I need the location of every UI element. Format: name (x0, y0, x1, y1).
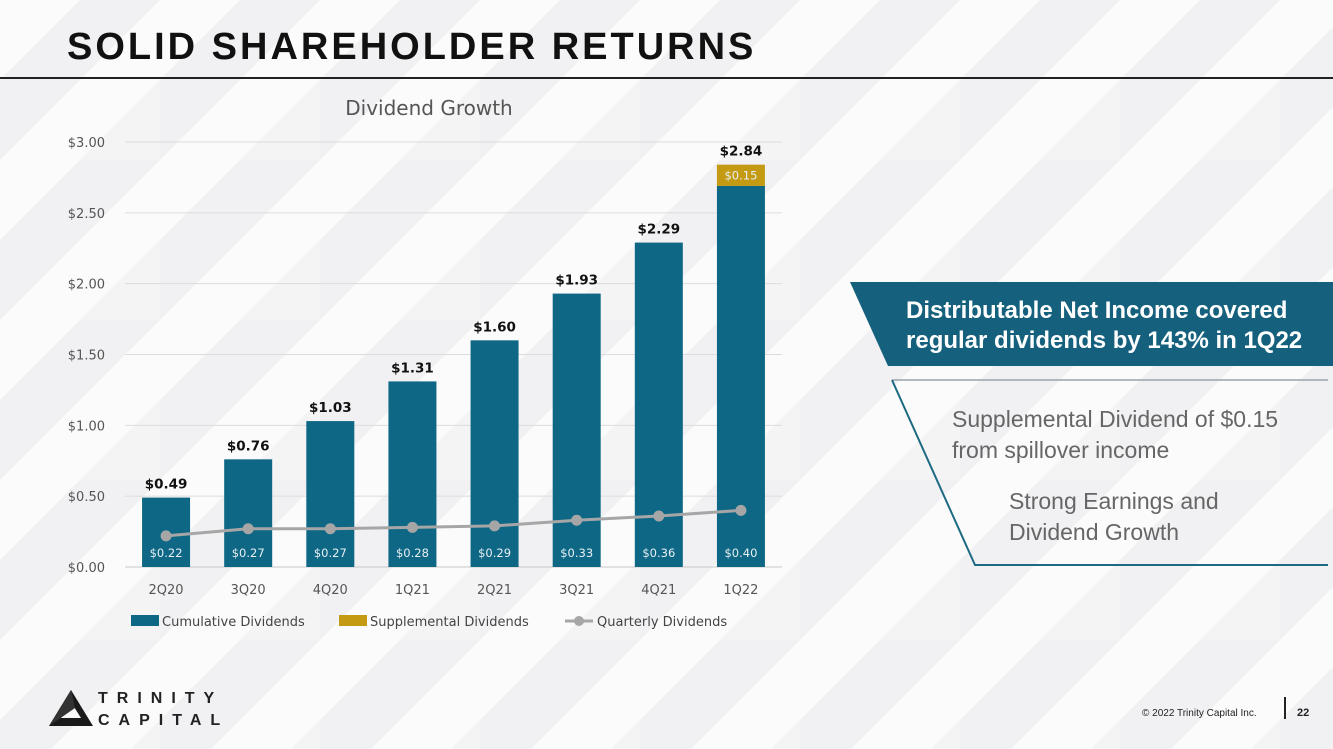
quarterly-point (571, 514, 583, 526)
bar-total-label: $1.31 (391, 360, 434, 376)
quarterly-label: $0.28 (396, 546, 429, 560)
legend-label-cumulative: Cumulative Dividends (162, 615, 305, 630)
logo-line-2: CAPITAL (98, 712, 230, 729)
legend-label-supplemental: Supplemental Dividends (370, 615, 529, 630)
quarterly-label: $0.22 (150, 546, 183, 560)
y-tick-label: $2.50 (68, 207, 105, 222)
bar-total-label: $2.29 (637, 222, 680, 238)
dividend-growth-chart: Dividend Growth $0.00 $0.50 $1.00 $1.50 $2.00… (68, 96, 782, 630)
quarterly-label: $0.33 (560, 546, 593, 560)
quarterly-point (324, 523, 336, 535)
bar-cumulative (388, 381, 437, 567)
bar-cumulative (224, 459, 273, 567)
x-tick-label: 2Q20 (149, 583, 184, 598)
x-tick-label: 1Q22 (723, 583, 758, 598)
y-tick-label: $1.00 (68, 419, 105, 434)
quarterly-point (735, 504, 747, 516)
legend-swatch-supplemental (339, 615, 367, 626)
quarterly-label: $0.40 (724, 546, 757, 560)
title-divider (0, 77, 1333, 79)
x-tick-label: 4Q20 (313, 583, 348, 598)
slide-title: SOLID SHAREHOLDER RETURNS (67, 26, 757, 68)
footer-divider (1284, 697, 1286, 719)
chart-title: Dividend Growth (345, 96, 512, 120)
legend-swatch-cumulative (131, 615, 159, 626)
bar-cumulative (552, 293, 601, 567)
quarterly-label: $0.27 (314, 546, 347, 560)
footer-copyright: © 2022 Trinity Capital Inc. (1142, 708, 1257, 719)
y-tick-label: $1.50 (68, 349, 105, 364)
trinity-logo-icon (49, 690, 93, 726)
y-tick-label: $0.00 (68, 561, 105, 576)
x-tick-label: 3Q20 (231, 583, 266, 598)
bar-total-label: $1.60 (473, 319, 516, 335)
logo-line-1: TRINITY (98, 690, 224, 707)
bar-total-label: $0.49 (145, 477, 188, 493)
callout-main-shape (850, 282, 1333, 366)
quarterly-dividends-line (165, 508, 742, 538)
quarterly-label: $0.29 (478, 546, 511, 560)
legend-label-quarterly: Quarterly Dividends (597, 615, 727, 630)
quarterly-point (160, 530, 172, 542)
bar-cumulative (306, 421, 355, 567)
y-tick-label: $2.00 (68, 278, 105, 293)
y-tick-label: $0.50 (68, 490, 105, 505)
callout-main-text: Distributable Net Income covered regular… (906, 297, 1303, 354)
bar-cumulative (716, 185, 765, 567)
callout-point-supplemental: Supplemental Dividend of $0.15 from spil… (952, 406, 1279, 463)
legend-marker-quarterly (574, 616, 584, 626)
x-tick-label: 3Q21 (559, 583, 594, 598)
quarterly-label: $0.36 (642, 546, 675, 560)
bar-cumulative (470, 340, 519, 567)
logo-wordmark: TRINITY CAPITAL (98, 688, 229, 732)
x-tick-label: 1Q21 (395, 583, 430, 598)
quarterly-point (406, 521, 418, 533)
callout-point-growth: Strong Earnings and Dividend Growth (1009, 488, 1219, 545)
bar-total-label: $0.76 (227, 438, 270, 454)
bar-total-label: $1.93 (555, 273, 598, 289)
quarterly-point (489, 520, 501, 532)
x-tick-label: 4Q21 (641, 583, 676, 598)
y-tick-label: $3.00 (68, 136, 105, 151)
page-number: 22 (1297, 707, 1310, 719)
bar-total-label: $2.84 (720, 144, 763, 160)
callout-main: Distributable Net Income covered regular… (850, 282, 1333, 366)
quarterly-point (242, 523, 254, 535)
bar-total-label: $1.03 (309, 400, 352, 416)
bar-supplemental (716, 164, 765, 186)
x-tick-label: 2Q21 (477, 583, 512, 598)
supplemental-label: $0.15 (724, 168, 757, 182)
quarterly-point (653, 510, 665, 522)
quarterly-label: $0.27 (232, 546, 265, 560)
